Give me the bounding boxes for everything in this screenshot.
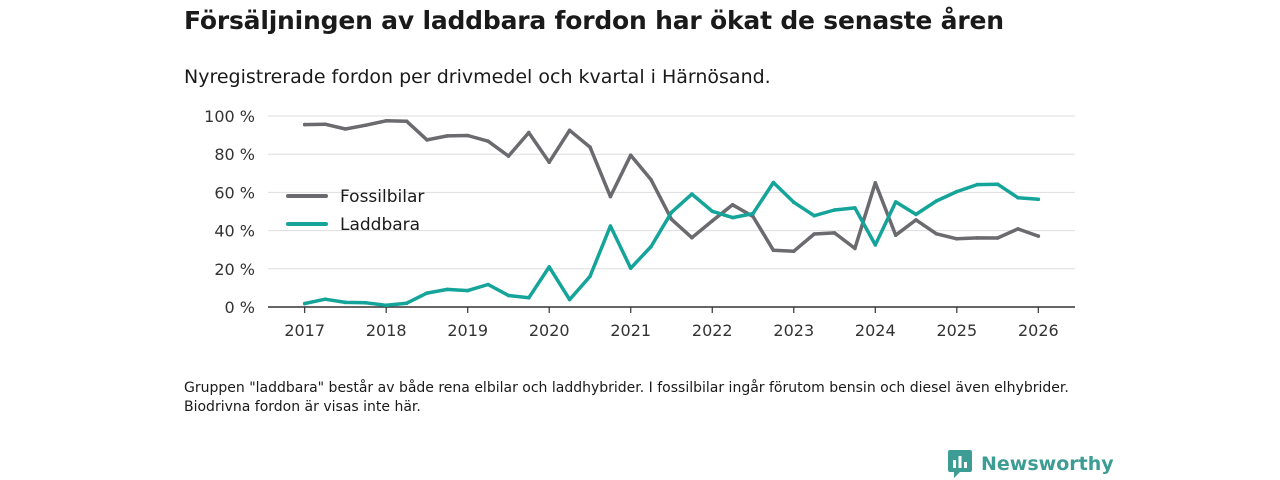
brand-name: Newsworthy — [981, 453, 1114, 475]
data-point-fossilbilar — [608, 194, 613, 199]
y-tick-label: 0 % — [225, 298, 255, 317]
data-point-fossilbilar — [343, 127, 348, 131]
x-tick-label: 2020 — [529, 321, 570, 340]
data-point-fossilbilar — [995, 236, 1000, 240]
x-tick-label: 2019 — [447, 321, 488, 340]
data-point-laddbara — [873, 243, 878, 247]
data-point-laddbara — [975, 182, 979, 187]
data-point-laddbara — [527, 296, 531, 300]
data-point-fossilbilar — [649, 178, 653, 182]
data-point-fossilbilar — [853, 246, 857, 251]
data-point-laddbara — [567, 297, 572, 302]
data-point-fossilbilar — [975, 236, 979, 240]
data-point-laddbara — [506, 293, 511, 298]
data-point-fossilbilar — [425, 138, 429, 142]
data-point-laddbara — [404, 301, 409, 306]
data-point-laddbara — [669, 210, 674, 215]
data-point-fossilbilar — [323, 122, 327, 126]
data-point-laddbara — [547, 265, 551, 269]
data-point-laddbara — [425, 291, 429, 295]
chart-subtitle: Nyregistrerade fordon per drivmedel och … — [184, 66, 771, 88]
data-point-laddbara — [934, 199, 939, 203]
brand-logo: Newsworthy — [948, 450, 1114, 478]
data-point-fossilbilar — [934, 232, 939, 236]
y-tick-label: 100 % — [204, 107, 255, 126]
data-point-fossilbilar — [384, 119, 389, 123]
x-tick-label: 2017 — [284, 321, 325, 340]
data-point-fossilbilar — [302, 122, 307, 127]
y-tick-label: 20 % — [214, 260, 255, 279]
data-point-laddbara — [302, 301, 307, 306]
data-point-laddbara — [812, 213, 816, 218]
x-tick-label: 2023 — [773, 321, 814, 340]
x-tick-label: 2024 — [855, 321, 896, 340]
data-point-laddbara — [486, 282, 490, 287]
data-point-fossilbilar — [1036, 234, 1041, 238]
data-point-laddbara — [1016, 195, 1020, 200]
data-point-laddbara — [465, 288, 470, 293]
data-point-fossilbilar — [771, 248, 776, 253]
data-point-laddbara — [792, 200, 796, 205]
data-point-fossilbilar — [710, 219, 715, 223]
data-point-laddbara — [771, 180, 776, 185]
data-point-fossilbilar — [445, 134, 450, 138]
y-tick-label: 60 % — [214, 183, 255, 202]
data-point-fossilbilar — [506, 154, 511, 158]
data-point-laddbara — [384, 303, 389, 308]
data-point-fossilbilar — [628, 153, 633, 157]
data-point-laddbara — [853, 206, 857, 210]
data-point-fossilbilar — [955, 237, 959, 241]
data-point-laddbara — [628, 266, 633, 271]
data-point-fossilbilar — [914, 218, 918, 222]
data-point-laddbara — [832, 208, 837, 212]
data-point-fossilbilar — [465, 133, 470, 138]
data-point-laddbara — [955, 189, 959, 194]
data-point-laddbara — [608, 224, 613, 228]
data-point-laddbara — [445, 287, 450, 292]
data-point-laddbara — [751, 211, 755, 216]
newsworthy-chart-icon — [948, 450, 972, 478]
x-tick-label: 2022 — [692, 321, 733, 340]
data-point-laddbara — [893, 200, 898, 204]
data-point-laddbara — [730, 215, 735, 220]
chart-title: Försäljningen av laddbara fordon har öka… — [184, 6, 1004, 35]
data-point-fossilbilar — [792, 249, 796, 253]
y-tick-label: 40 % — [214, 222, 255, 241]
data-point-fossilbilar — [730, 203, 735, 207]
data-point-laddbara — [343, 300, 348, 305]
data-point-fossilbilar — [751, 214, 755, 219]
data-point-fossilbilar — [893, 233, 898, 237]
data-point-fossilbilar — [588, 145, 592, 149]
x-tick-label: 2026 — [1018, 321, 1059, 340]
data-point-laddbara — [995, 182, 1000, 186]
data-point-laddbara — [690, 192, 694, 196]
data-point-laddbara — [914, 212, 918, 217]
footnote: Gruppen "laddbara" består av både rena e… — [184, 380, 1069, 415]
y-tick-label: 80 % — [214, 145, 255, 164]
data-point-laddbara — [323, 297, 327, 302]
data-point-laddbara — [364, 301, 368, 305]
x-tick-label: 2021 — [610, 321, 651, 340]
data-point-fossilbilar — [812, 232, 816, 236]
x-tick-label: 2018 — [366, 321, 407, 340]
data-point-fossilbilar — [567, 128, 572, 133]
data-point-laddbara — [649, 244, 653, 249]
data-point-fossilbilar — [547, 160, 551, 164]
data-point-fossilbilar — [364, 123, 368, 127]
data-point-fossilbilar — [486, 139, 490, 143]
data-point-fossilbilar — [527, 130, 531, 135]
data-point-laddbara — [1036, 197, 1041, 202]
data-point-fossilbilar — [690, 235, 694, 240]
data-point-fossilbilar — [832, 231, 837, 235]
legend-label: Laddbara — [340, 215, 420, 235]
data-point-fossilbilar — [404, 119, 409, 123]
data-point-fossilbilar — [1016, 227, 1020, 231]
data-point-laddbara — [588, 274, 592, 279]
data-point-laddbara — [710, 209, 715, 214]
legend-label: Fossilbilar — [340, 187, 424, 207]
data-point-fossilbilar — [669, 217, 674, 222]
x-tick-label: 2025 — [936, 321, 977, 340]
data-point-fossilbilar — [873, 181, 878, 185]
